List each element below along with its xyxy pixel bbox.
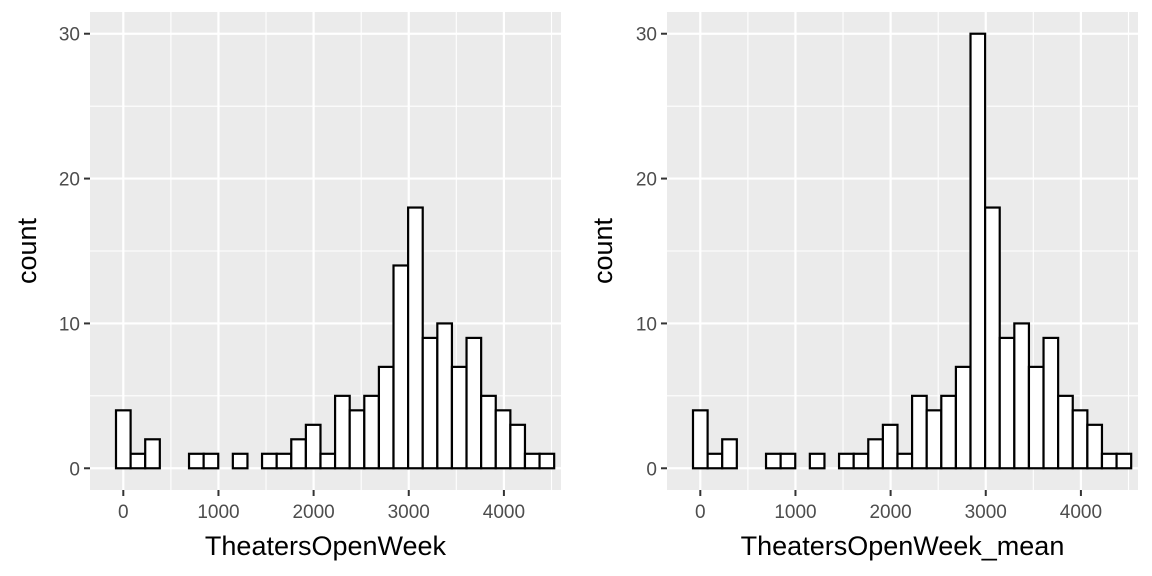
histogram-bar	[436, 322, 454, 470]
histogram-bar	[523, 452, 541, 470]
histogram-bar	[691, 409, 709, 470]
x-tick-label: 3000	[388, 502, 430, 523]
histogram-bar	[940, 394, 958, 470]
histogram-bar	[984, 206, 1001, 470]
histogram-bar	[969, 32, 987, 470]
y-tick-label: 0	[69, 459, 80, 480]
histogram-bar	[764, 452, 782, 470]
histogram-panel-2: 0 1000 2000 3000 4000 0 10 20 30 TheatersOpenWeek…	[588, 12, 1138, 561]
x-tick-label: 0	[118, 502, 129, 523]
histogram-bar	[421, 336, 439, 470]
histogram-bar	[779, 452, 797, 470]
x-tick-label: 4000	[483, 502, 525, 523]
histogram-bar	[480, 394, 497, 470]
y-tick-label: 0	[646, 459, 657, 480]
histogram-bar	[304, 423, 322, 470]
histogram-bar	[1042, 336, 1060, 470]
histogram-bar	[538, 452, 556, 470]
y-tick-label: 20	[59, 170, 80, 191]
histogram-bar	[509, 423, 527, 470]
histogram-bar	[867, 438, 884, 470]
y-tick-label: 10	[636, 314, 657, 335]
histogram-bar	[925, 409, 943, 470]
histogram-bar	[114, 409, 132, 470]
histogram-bar	[998, 336, 1016, 470]
histogram-bar	[1100, 452, 1118, 470]
histogram-bar	[187, 452, 205, 470]
histogram-bar	[706, 452, 724, 470]
x-axis-title: TheatersOpenWeek_mean	[741, 531, 1065, 561]
histogram-bar	[260, 452, 278, 470]
histogram-bar	[202, 452, 220, 470]
histogram-bar	[852, 452, 870, 470]
y-tick-label: 20	[636, 170, 657, 191]
histogram-bar	[144, 438, 161, 470]
histogram-bar	[1086, 423, 1104, 470]
x-tick-label: 0	[695, 502, 706, 523]
histogram-bar	[377, 365, 395, 470]
histogram-bar	[1057, 394, 1074, 470]
histogram-bar	[275, 452, 293, 470]
histogram-bar	[1071, 409, 1089, 470]
histogram-bar	[348, 409, 366, 470]
histogram-bar	[1027, 365, 1045, 470]
histogram-bar	[494, 409, 512, 470]
histogram-panel-1: 0 1000 2000 3000 4000 0 10 20 30 TheatersOpenWeek…	[12, 12, 561, 561]
y-axis-title: count	[588, 217, 618, 284]
histogram-bar	[1115, 452, 1133, 470]
y-tick-label: 30	[636, 25, 657, 46]
x-tick-label: 3000	[965, 502, 1007, 523]
histogram-bar	[333, 394, 351, 470]
x-tick-label: 2000	[292, 502, 334, 523]
x-tick-label: 4000	[1060, 502, 1102, 523]
histogram-bar	[1013, 322, 1031, 470]
histogram-bar	[881, 423, 899, 470]
x-tick-label: 1000	[774, 502, 816, 523]
histogram-bar	[392, 264, 410, 470]
y-tick-label: 30	[59, 25, 80, 46]
histogram-bar	[290, 438, 307, 470]
x-tick-label: 2000	[869, 502, 911, 523]
histogram-bar	[837, 452, 855, 470]
histogram-bar	[896, 452, 914, 470]
histogram-bar	[450, 365, 468, 470]
histogram-bar	[954, 365, 972, 470]
x-tick-label: 1000	[197, 502, 239, 523]
histogram-bar	[721, 438, 738, 470]
histogram-bar	[808, 452, 826, 470]
x-axis-title: TheatersOpenWeek	[205, 531, 447, 561]
histogram-bar	[231, 452, 249, 470]
histogram-bar	[363, 394, 381, 470]
histogram-bar	[319, 452, 337, 470]
histogram-bar	[910, 394, 928, 470]
y-tick-label: 10	[59, 314, 80, 335]
y-axis-title: count	[12, 217, 42, 284]
histogram-bar	[465, 336, 483, 470]
histogram-bar	[407, 206, 424, 470]
histogram-bar	[129, 452, 147, 470]
